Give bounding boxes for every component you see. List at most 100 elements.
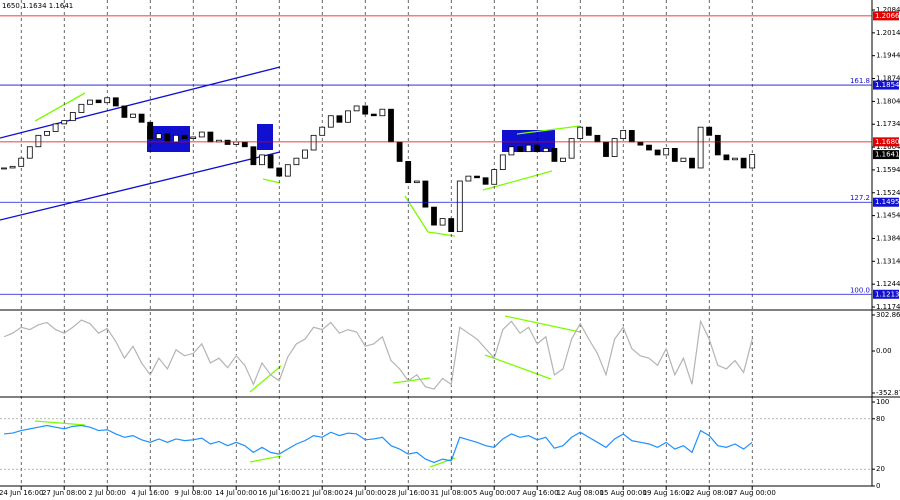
level-label: 1.2066 xyxy=(875,12,900,20)
candle xyxy=(474,175,480,179)
candle xyxy=(508,146,515,156)
candle xyxy=(422,180,429,208)
divergence-line xyxy=(34,92,86,122)
channel-line xyxy=(0,66,281,139)
candle xyxy=(611,138,618,157)
candle xyxy=(147,121,154,139)
candle xyxy=(517,146,523,153)
candle xyxy=(1,167,7,170)
fib-label: 127.2 xyxy=(850,194,870,202)
candle xyxy=(173,134,179,143)
x-tick-label: 15 Aug 00:00 xyxy=(600,489,647,497)
candle xyxy=(69,112,76,122)
candle xyxy=(138,113,145,123)
candle xyxy=(336,115,343,123)
level-label: 1.1854 xyxy=(875,81,900,89)
x-tick-label: 4 Jul 16:00 xyxy=(131,489,169,497)
divergence-line xyxy=(404,195,456,237)
y-tick-label: 1.1734 xyxy=(876,120,900,128)
level-label: 1.1680 xyxy=(875,138,900,146)
divergence-line xyxy=(249,365,282,393)
y-tick-label: 1.1384 xyxy=(876,234,900,242)
candle xyxy=(465,175,472,182)
candle xyxy=(293,157,300,166)
divergence-line xyxy=(484,354,552,380)
candle xyxy=(104,97,111,104)
x-tick-label: 12 Aug 08:00 xyxy=(557,489,604,497)
x-tick-label: 14 Jul 00:00 xyxy=(215,489,257,497)
candle xyxy=(44,131,50,136)
indicator-line xyxy=(3,319,753,390)
candle xyxy=(345,110,351,123)
x-tick-label: 21 Jul 08:00 xyxy=(301,489,343,497)
candle xyxy=(121,105,128,118)
level-label: 1.1495 xyxy=(875,198,900,206)
candle xyxy=(319,126,326,136)
x-tick-label: 22 Aug 08:00 xyxy=(686,489,733,497)
level-label-bg xyxy=(873,150,899,160)
y-tick-label: 1.1804 xyxy=(876,97,900,105)
candle xyxy=(456,180,463,233)
candle xyxy=(637,141,644,146)
candle xyxy=(250,146,257,166)
candle xyxy=(620,130,627,139)
x-tick-label: 5 Aug 00:00 xyxy=(473,489,516,497)
divergence-line xyxy=(262,178,281,184)
candle xyxy=(585,126,592,136)
candle xyxy=(628,130,635,143)
y-tick-label: 1.1594 xyxy=(876,166,900,174)
candle xyxy=(198,131,205,138)
candle xyxy=(732,157,738,161)
y-tick-label: 0 xyxy=(876,482,880,490)
y-tick-label: 1.1244 xyxy=(876,280,900,288)
x-tick-label: 19 Aug 16:00 xyxy=(643,489,690,497)
candle xyxy=(259,154,265,166)
candle xyxy=(164,133,171,143)
indicator-line xyxy=(3,424,753,464)
divergence-line xyxy=(516,125,581,135)
y-tick-label: 1.2084 xyxy=(876,6,900,14)
candle xyxy=(534,144,541,153)
candle xyxy=(302,149,308,159)
candle xyxy=(603,141,609,157)
y-tick-label: 1.1874 xyxy=(876,75,900,83)
candle xyxy=(560,157,566,162)
level-label: 1.1213 xyxy=(875,290,900,298)
x-tick-label: 24 Jun 16:00 xyxy=(0,489,43,497)
x-tick-label: 27 Jun 08:00 xyxy=(42,489,86,497)
x-tick-label: 7 Aug 16:00 xyxy=(516,489,559,497)
candle xyxy=(370,113,377,117)
candle xyxy=(405,161,412,184)
level-label-bg xyxy=(873,289,899,299)
candle xyxy=(353,105,360,112)
candle xyxy=(155,133,162,139)
candle xyxy=(284,164,291,177)
candle xyxy=(241,141,248,148)
candle xyxy=(499,154,506,170)
candle xyxy=(52,123,59,132)
candle xyxy=(551,147,558,162)
candle xyxy=(749,154,756,169)
divergence-line xyxy=(34,420,86,426)
x-tick-label: 28 Jul 16:00 xyxy=(387,489,429,497)
y-tick-label: -352.872 xyxy=(876,389,900,397)
candle xyxy=(18,157,25,167)
candle xyxy=(379,108,386,117)
y-tick-label: 1.1664 xyxy=(876,143,900,151)
candle xyxy=(388,108,394,143)
level-label-bg xyxy=(873,197,899,207)
y-tick-label: 0.00 xyxy=(876,347,892,355)
candle xyxy=(310,134,317,151)
candle xyxy=(448,218,455,233)
annotations xyxy=(0,66,581,468)
level-label-bg xyxy=(873,11,899,21)
candle xyxy=(706,126,713,136)
candle xyxy=(413,180,420,184)
candle xyxy=(714,134,721,156)
x-tick-label: 24 Jul 00:00 xyxy=(344,489,386,497)
candle xyxy=(276,167,283,177)
candle xyxy=(78,103,85,113)
candle xyxy=(267,154,274,169)
